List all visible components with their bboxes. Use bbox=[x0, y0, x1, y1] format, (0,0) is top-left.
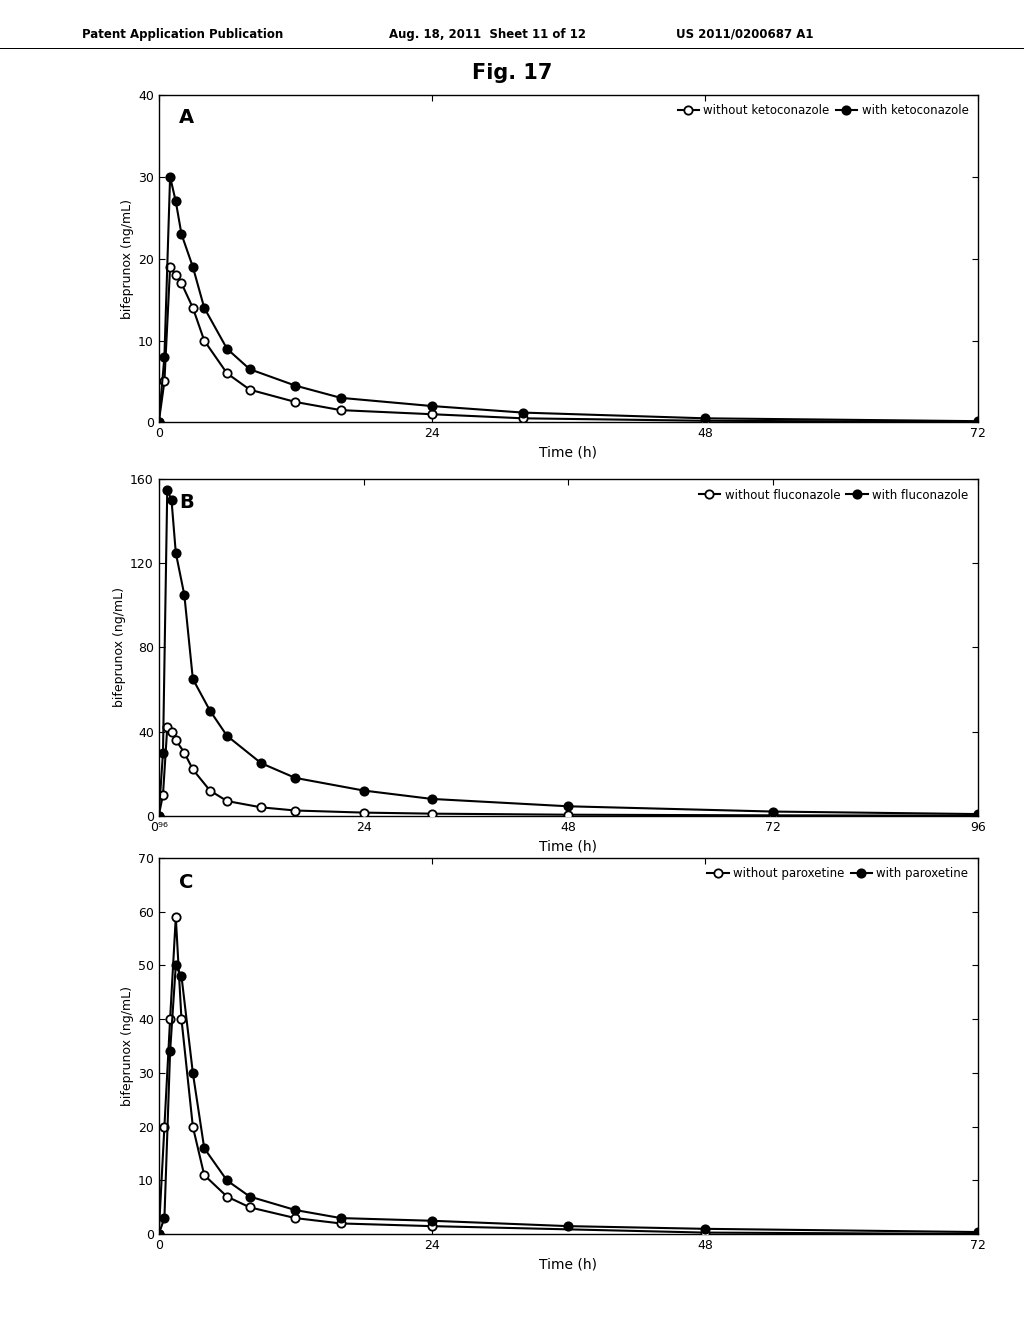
Text: B: B bbox=[179, 492, 194, 512]
Legend: without ketoconazole, with ketoconazole: without ketoconazole, with ketoconazole bbox=[674, 100, 972, 121]
X-axis label: Time (h): Time (h) bbox=[540, 840, 597, 853]
Y-axis label: bifeprunox (ng/mL): bifeprunox (ng/mL) bbox=[121, 986, 134, 1106]
Text: C: C bbox=[179, 873, 194, 892]
X-axis label: Time (h): Time (h) bbox=[540, 446, 597, 459]
Legend: without fluconazole, with fluconazole: without fluconazole, with fluconazole bbox=[695, 484, 972, 506]
Text: A: A bbox=[179, 108, 195, 127]
Text: Aug. 18, 2011  Sheet 11 of 12: Aug. 18, 2011 Sheet 11 of 12 bbox=[389, 28, 586, 41]
Text: US 2011/0200687 A1: US 2011/0200687 A1 bbox=[676, 28, 813, 41]
Text: Fig. 17: Fig. 17 bbox=[472, 63, 552, 83]
Y-axis label: bifeprunox (ng/mL): bifeprunox (ng/mL) bbox=[121, 199, 134, 318]
Y-axis label: bifeprunox (ng/mL): bifeprunox (ng/mL) bbox=[113, 587, 126, 708]
Text: Patent Application Publication: Patent Application Publication bbox=[82, 28, 284, 41]
Legend: without paroxetine, with paroxetine: without paroxetine, with paroxetine bbox=[703, 863, 972, 884]
X-axis label: Time (h): Time (h) bbox=[540, 1258, 597, 1271]
